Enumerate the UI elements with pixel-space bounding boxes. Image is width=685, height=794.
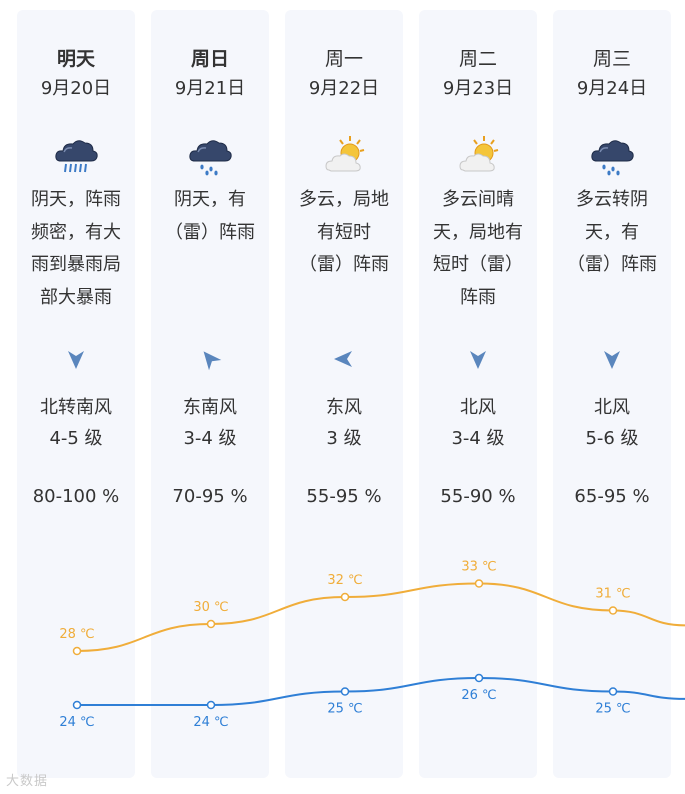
humidity: 70-95 % — [172, 486, 248, 507]
weather-description: 阴天，有 （雷）阵雨 — [157, 184, 263, 249]
watermark-text: 大数据 — [6, 774, 49, 789]
weather-desc-line: （雷）阵雨 — [165, 221, 255, 243]
rain-icon — [588, 132, 636, 180]
weather-desc-line: 多云，局地 — [299, 189, 389, 210]
day-label: 周日 — [190, 48, 229, 70]
humidity: 80-100 % — [32, 486, 120, 507]
day-label: 周二 — [458, 48, 497, 70]
forecast-day-1: 周日 9月21日阴天，有 （雷）阵雨东南风 3-4 级 70-95 % — [151, 10, 269, 778]
wind-east-arrow-icon — [331, 346, 357, 372]
weather-desc-line: （雷）阵雨 — [299, 254, 389, 275]
wind-level: 3 级 — [326, 428, 362, 449]
rain-icon — [186, 132, 234, 180]
weather-desc-line: 短时（雷） — [433, 254, 523, 275]
weather-desc-line: 有短时 — [317, 221, 371, 243]
wind-north-arrow-icon — [599, 346, 625, 372]
forecast-day-4: 周三 9月24日多云转阴天，有 （雷）阵雨北风 5-6 级 65-95 % — [553, 10, 671, 778]
day-label: 周一 — [324, 48, 363, 70]
wind-info: 东南风 3-4 级 — [151, 392, 269, 454]
wind-info: 东风 3 级 — [285, 392, 403, 454]
weather-desc-line: 多云间晴 — [442, 189, 514, 210]
weather-desc-line: 频密，有大 — [31, 221, 121, 243]
watermark-logo: 大数据 — [6, 770, 48, 789]
weather-desc-line: 阴天，有 — [174, 189, 246, 210]
weather-desc-line: 阵雨 — [460, 286, 496, 308]
forecast-day-0: 明天 9月20日阴天，阵雨频密，有大雨到暴雨局部大暴雨北转南风 4-5 级 80-10… — [17, 10, 135, 778]
weather-desc-line: 雨到暴雨局 — [31, 254, 121, 275]
humidity: 55-95 % — [306, 486, 382, 507]
wind-direction: 东南风 — [183, 397, 237, 418]
sun-cloud-icon — [320, 132, 368, 180]
wind-direction: 北转南风 — [40, 397, 112, 418]
weather-desc-line: 部大暴雨 — [40, 286, 112, 308]
date-label: 9月23日 — [442, 78, 514, 99]
wind-level: 4-5 级 — [49, 428, 103, 449]
day-label: 明天 — [56, 48, 95, 70]
weather-description: 多云间晴天，局地有短时（雷） 阵雨 — [425, 184, 531, 314]
weather-description: 多云，局地有短时 （雷）阵雨 — [291, 184, 397, 282]
wind-north-arrow-icon — [465, 346, 491, 372]
weather-description: 阴天，阵雨频密，有大雨到暴雨局部大暴雨 — [23, 184, 129, 314]
wind-direction: 北风 — [594, 397, 630, 418]
weather-desc-line: 阴天，阵雨 — [31, 189, 121, 210]
wind-level: 3-4 级 — [183, 428, 237, 449]
date-label: 9月22日 — [308, 78, 380, 99]
wind-info: 北风 3-4 级 — [419, 392, 537, 454]
weather-description: 多云转阴天，有 （雷）阵雨 — [559, 184, 665, 282]
wind-level: 3-4 级 — [451, 428, 505, 449]
humidity: 65-95 % — [574, 486, 650, 507]
wind-info: 北风 5-6 级 — [553, 392, 671, 454]
humidity: 55-90 % — [440, 486, 516, 507]
wind-direction: 北风 — [460, 397, 496, 418]
day-label: 周三 — [592, 48, 631, 70]
heavy-rain-icon — [52, 132, 100, 180]
date-label: 9月20日 — [40, 78, 112, 99]
weather-desc-line: 天，局地有 — [433, 221, 523, 243]
weather-desc-line: 天，有 — [585, 221, 639, 243]
wind-north-arrow-icon — [63, 346, 89, 372]
weather-desc-line: （雷）阵雨 — [567, 254, 657, 275]
forecast-day-2: 周一 9月22日多云，局地有短时 （雷）阵雨东风 3 级 55-95 % — [285, 10, 403, 778]
date-label: 9月21日 — [174, 78, 246, 99]
sun-cloud-icon — [454, 132, 502, 180]
weather-desc-line: 多云转阴 — [576, 189, 648, 210]
wind-level: 5-6 级 — [585, 428, 639, 449]
wind-southeast-arrow-icon — [197, 346, 223, 372]
forecast-day-3: 周二 9月23日多云间晴天，局地有短时（雷） 阵雨北风 3-4 级 55-90 % — [419, 10, 537, 778]
wind-direction: 东风 — [326, 397, 362, 418]
date-label: 9月24日 — [576, 78, 648, 99]
wind-info: 北转南风 4-5 级 — [17, 392, 135, 454]
